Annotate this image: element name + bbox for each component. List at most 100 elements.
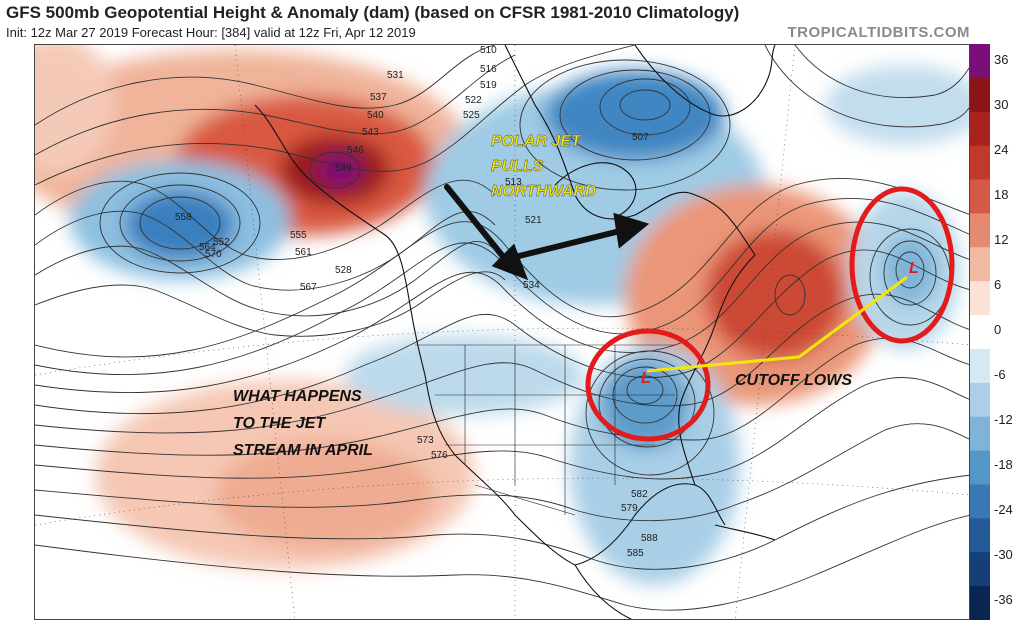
polar-jet-line-2: PULLS	[491, 158, 544, 175]
contour-line	[35, 54, 516, 156]
coastline-greenland	[634, 45, 776, 117]
contour-line	[35, 45, 636, 186]
map-subtitle: Init: 12z Mar 27 2019 Forecast Hour: [38…	[6, 25, 416, 40]
colorbar-swatch	[970, 484, 990, 519]
contour-closed-hudson-low	[519, 59, 731, 191]
contour-line	[35, 337, 969, 456]
cutoff-circle-southeast	[585, 328, 711, 442]
jet-arrows	[444, 184, 650, 281]
colorbar-swatch	[970, 247, 990, 282]
cold-anomaly-atlantic-core	[882, 235, 938, 305]
contour-label: 576	[431, 450, 448, 461]
contour-label: 531	[387, 70, 404, 81]
colorbar-tick-label: -18	[994, 457, 1013, 472]
colorbar-swatch	[970, 552, 990, 587]
colorbar-swatch	[970, 145, 990, 181]
contour-label: 555	[290, 230, 307, 241]
colorbar-tick-label: 0	[994, 322, 1001, 337]
map-title: GFS 500mb Geopotential Height & Anomaly …	[6, 3, 740, 22]
contour-label: 543	[362, 127, 379, 138]
coastline-gulf	[574, 483, 726, 566]
polar-jet-line-3: NORTHWARD	[491, 183, 597, 200]
arrow-eastward-shaft	[512, 228, 623, 260]
brand-watermark: TROPICALTIDBITS.COM	[787, 24, 970, 41]
colorbar-swatch	[970, 315, 990, 350]
contour-closed-atlantic-high	[774, 274, 806, 316]
contour-closed-pacific-low	[99, 172, 261, 274]
colorbar-swatch	[970, 450, 990, 485]
contour-line	[35, 515, 969, 611]
colorbar-swatch	[970, 213, 990, 248]
colorbar-canvas: 36 30 24 18 12 6 0 -6 -12 -18 -24 -30 -36	[970, 44, 1013, 621]
contour-line	[35, 271, 506, 337]
coastline-hudson-bay	[554, 162, 637, 218]
anomaly-shading	[35, 45, 969, 585]
contour-line	[35, 249, 969, 415]
low-marker-atlantic: L	[909, 260, 919, 277]
contour-line	[35, 377, 969, 480]
contour-line	[35, 177, 969, 358]
april-line-2: TO THE JET	[233, 415, 326, 432]
cutoff-connectors	[646, 275, 908, 373]
contour-label: 519	[480, 80, 497, 91]
connector-line	[646, 275, 908, 373]
polar-jet-annotation: POLAR JET PULLS NORTHWARD	[491, 133, 597, 200]
contour-line	[35, 474, 969, 570]
colorbar-swatch	[970, 281, 990, 316]
arrow-southward-head	[491, 243, 529, 281]
colorbar-swatch	[970, 111, 990, 147]
warm-anomaly-west-pacific	[35, 45, 115, 175]
contour-label: 585	[627, 548, 644, 559]
cutoff-circle-atlantic	[849, 186, 955, 344]
colorbar-tick-label: 12	[994, 232, 1008, 247]
anomaly-colorbar: 36 30 24 18 12 6 0 -6 -12 -18 -24 -30 -36	[970, 44, 1024, 621]
colorbar-ticks: 36 30 24 18 12 6 0 -6 -12 -18 -24 -30 -36	[994, 52, 1013, 607]
contour-line	[35, 241, 501, 317]
contour-label: 528	[335, 265, 352, 276]
contour-line	[35, 179, 496, 260]
colorbar-swatches	[970, 44, 990, 621]
contour-closed-hudson-low	[599, 78, 691, 136]
cutoff-lows-label: CUTOFF LOWS	[735, 372, 852, 389]
colorbar-tick-label: -12	[994, 412, 1013, 427]
contour-label: 537	[370, 92, 387, 103]
contour-label: 558	[175, 212, 192, 223]
contour-line	[35, 293, 969, 434]
contour-closed-atlantic-low	[895, 251, 925, 289]
contour-label: 573	[417, 435, 434, 446]
contour-closed-pacific-low	[119, 184, 241, 262]
contour-closed-southeast-low	[598, 358, 696, 448]
coastline-mexico	[574, 564, 633, 619]
contour-label: 582	[631, 489, 648, 500]
colorbar-tick-label: 36	[994, 52, 1008, 67]
contour-label: 561	[295, 247, 312, 258]
colorbar-swatch	[970, 44, 990, 79]
graticule	[35, 45, 969, 619]
april-annotation: WHAT HAPPENS TO THE JET STREAM IN APRIL	[233, 388, 373, 459]
contour-line	[794, 45, 969, 98]
colorbar-tick-label: -36	[994, 592, 1013, 607]
colorbar-tick-label: -30	[994, 547, 1013, 562]
warm-anomaly-ridge-peak	[318, 154, 362, 186]
colorbar-swatch	[970, 179, 990, 214]
contour-label: 513	[505, 177, 522, 188]
contour-label: 522	[465, 95, 482, 106]
colorbar-tick-label: 24	[994, 142, 1008, 157]
low-marker-southeast: L	[641, 370, 651, 387]
coastline-west-us	[424, 374, 576, 566]
map-panel: 510 516 519 522 525 531 537 540 543 546 549 552 555 5…	[34, 44, 970, 620]
colorbar-swatch	[970, 416, 990, 452]
colorbar-swatch	[970, 77, 990, 113]
colorbar-tick-label: 18	[994, 187, 1008, 202]
april-line-3: STREAM IN APRIL	[233, 442, 373, 459]
cold-anomaly-hudson	[545, 70, 725, 160]
contour-label: 534	[523, 280, 540, 291]
colorbar-swatch	[970, 348, 990, 384]
height-contours	[35, 45, 969, 611]
polar-jet-line-1: POLAR JET	[491, 133, 582, 150]
colorbar-swatch	[970, 518, 990, 553]
colorbar-tick-label: -24	[994, 502, 1013, 517]
contour-label: 552	[213, 237, 230, 248]
contour-label: 516	[480, 64, 497, 75]
